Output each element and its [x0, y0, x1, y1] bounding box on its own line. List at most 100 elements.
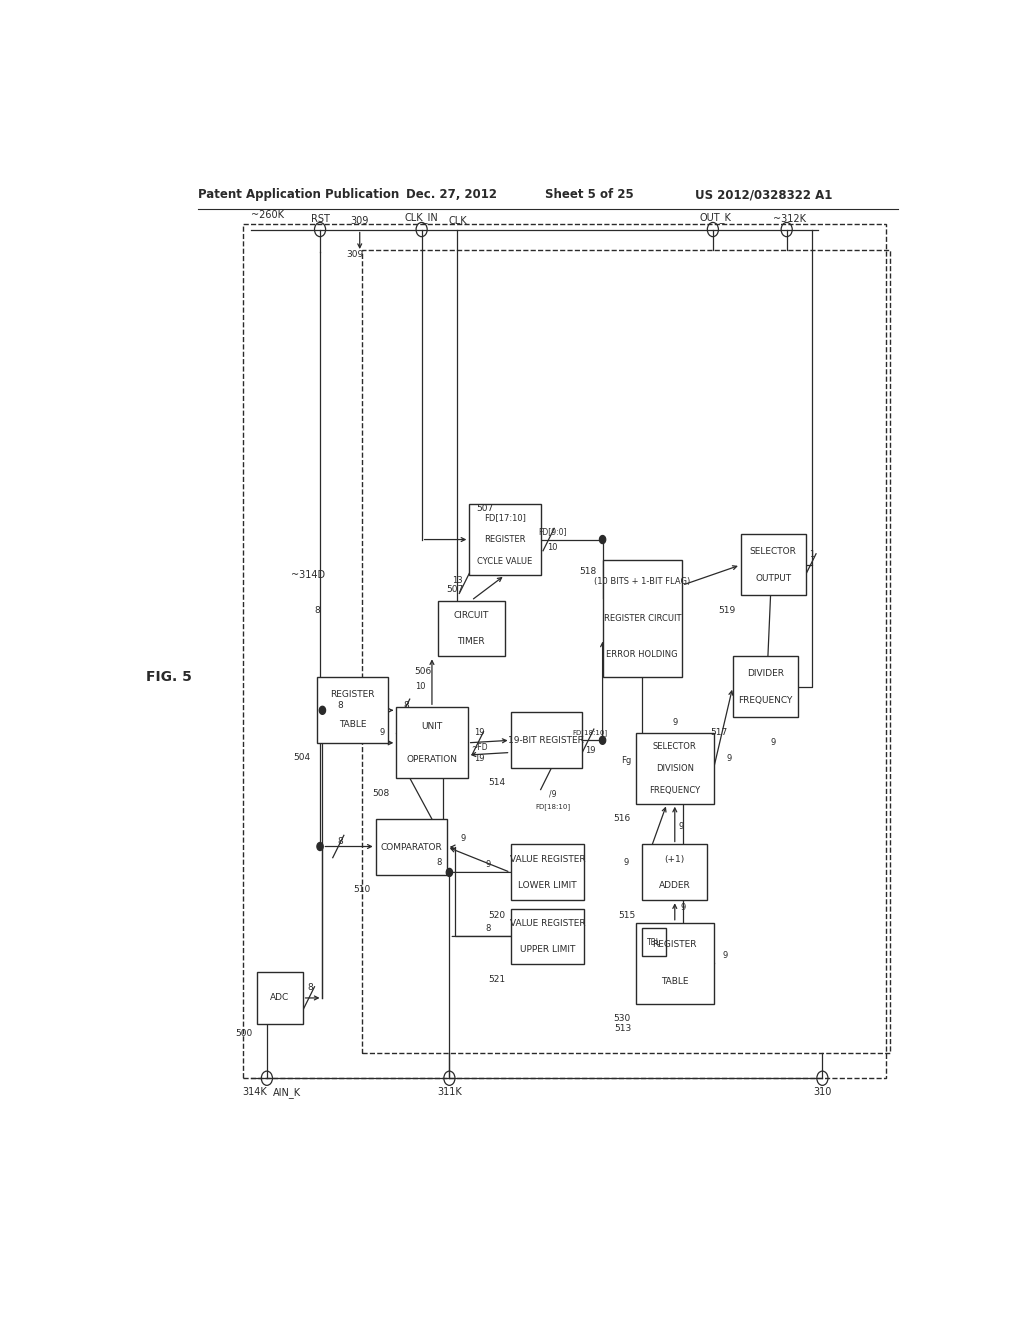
Text: 13: 13 — [452, 576, 462, 585]
Text: Dec. 27, 2012: Dec. 27, 2012 — [406, 189, 497, 202]
Text: 309: 309 — [350, 216, 369, 227]
Text: 310: 310 — [813, 1088, 831, 1097]
Text: 9: 9 — [727, 754, 732, 763]
Circle shape — [446, 869, 453, 876]
Text: CLK_IN: CLK_IN — [404, 213, 438, 223]
Circle shape — [316, 842, 324, 850]
Text: TABLE: TABLE — [662, 977, 688, 986]
Text: 8: 8 — [307, 983, 313, 993]
Text: 515: 515 — [618, 911, 636, 920]
Text: 504: 504 — [294, 752, 310, 762]
Text: 530: 530 — [613, 1014, 631, 1023]
Text: 514: 514 — [487, 779, 505, 788]
Text: 520: 520 — [487, 911, 505, 920]
Bar — [636, 923, 714, 1005]
Text: 309: 309 — [346, 249, 364, 259]
Text: 506: 506 — [415, 667, 432, 676]
Bar — [740, 535, 806, 595]
Text: ~260K: ~260K — [251, 210, 284, 220]
Text: 1: 1 — [809, 550, 815, 560]
Text: 8: 8 — [436, 858, 441, 867]
Text: VALUE REGISTER: VALUE REGISTER — [510, 919, 586, 928]
Text: 507: 507 — [446, 585, 464, 594]
Text: FD[18:10]: FD[18:10] — [572, 729, 607, 735]
Text: 9: 9 — [771, 738, 776, 747]
Text: 8: 8 — [485, 924, 490, 933]
Text: 517: 517 — [710, 727, 727, 737]
Text: ADC: ADC — [270, 994, 289, 1002]
Text: REGISTER: REGISTER — [484, 535, 525, 544]
Text: 8: 8 — [314, 606, 319, 615]
Text: 500: 500 — [236, 1030, 253, 1039]
Text: Sheet 5 of 25: Sheet 5 of 25 — [545, 189, 634, 202]
Text: 516: 516 — [613, 814, 631, 822]
Text: RST: RST — [310, 214, 330, 224]
Text: CYCLE VALUE: CYCLE VALUE — [477, 557, 532, 566]
Bar — [396, 708, 468, 779]
Text: UPPER LIMIT: UPPER LIMIT — [520, 945, 575, 953]
Bar — [511, 713, 582, 768]
Circle shape — [599, 536, 606, 544]
Bar — [642, 928, 666, 956]
Text: 521: 521 — [487, 974, 505, 983]
Text: REGISTER: REGISTER — [331, 690, 375, 700]
Text: 19-BIT REGISTER: 19-BIT REGISTER — [508, 735, 584, 744]
Text: 9: 9 — [679, 821, 684, 830]
Bar — [257, 972, 303, 1024]
Text: 8: 8 — [402, 701, 409, 710]
Text: (+1): (+1) — [665, 855, 685, 865]
Text: 9: 9 — [723, 950, 728, 960]
Text: OPERATION: OPERATION — [407, 755, 458, 763]
Bar — [602, 560, 682, 677]
Text: 10: 10 — [415, 682, 425, 692]
Text: 8: 8 — [338, 701, 344, 710]
Text: FREQUENCY: FREQUENCY — [649, 785, 700, 795]
Text: 19: 19 — [585, 746, 595, 755]
Circle shape — [319, 706, 326, 714]
Text: ~314D: ~314D — [291, 570, 325, 579]
Text: SELECTOR: SELECTOR — [750, 546, 797, 556]
Text: FREQUENCY: FREQUENCY — [738, 696, 793, 705]
Text: VALUE REGISTER: VALUE REGISTER — [510, 855, 586, 865]
Text: 513: 513 — [614, 1024, 632, 1034]
Text: ERROR HOLDING: ERROR HOLDING — [606, 651, 678, 660]
Text: Patent Application Publication: Patent Application Publication — [198, 189, 399, 202]
Text: ADDER: ADDER — [658, 880, 690, 890]
Text: 510: 510 — [353, 886, 370, 894]
Text: /9: /9 — [549, 789, 556, 799]
Text: OUTPUT: OUTPUT — [755, 574, 792, 583]
Bar — [316, 677, 388, 743]
Bar — [469, 504, 541, 576]
Text: TIMER: TIMER — [458, 636, 485, 645]
Text: 311K: 311K — [437, 1088, 462, 1097]
Text: 9: 9 — [460, 834, 466, 843]
Text: 19: 19 — [474, 729, 484, 737]
Bar — [511, 845, 585, 900]
Bar — [642, 845, 708, 900]
Text: 10: 10 — [547, 544, 558, 552]
Text: FD[9:0]: FD[9:0] — [539, 527, 567, 536]
Text: Fg: Fg — [622, 755, 632, 764]
Text: 9: 9 — [680, 903, 685, 912]
Text: 9: 9 — [624, 858, 629, 867]
Circle shape — [599, 737, 606, 744]
Text: DIVISION: DIVISION — [655, 764, 694, 772]
Text: SELECTOR: SELECTOR — [653, 742, 696, 751]
Text: OUT_K: OUT_K — [699, 213, 731, 223]
Text: 9: 9 — [379, 729, 384, 737]
Bar — [362, 249, 890, 1053]
Text: TABLE: TABLE — [339, 721, 367, 730]
Bar — [636, 733, 714, 804]
Bar — [511, 908, 585, 965]
Text: 19: 19 — [474, 754, 484, 763]
Text: COMPARATOR: COMPARATOR — [381, 842, 442, 851]
Text: LOWER LIMIT: LOWER LIMIT — [518, 880, 577, 890]
Text: 9: 9 — [485, 859, 490, 869]
Text: (10 BITS + 1-BIT FLAG): (10 BITS + 1-BIT FLAG) — [594, 577, 690, 586]
Text: CLK: CLK — [449, 216, 467, 227]
Bar — [733, 656, 798, 718]
Text: UNIT: UNIT — [421, 722, 442, 731]
Text: 508: 508 — [373, 788, 390, 797]
Text: ~FD: ~FD — [471, 743, 487, 752]
Text: CIRCUIT: CIRCUIT — [454, 611, 488, 620]
